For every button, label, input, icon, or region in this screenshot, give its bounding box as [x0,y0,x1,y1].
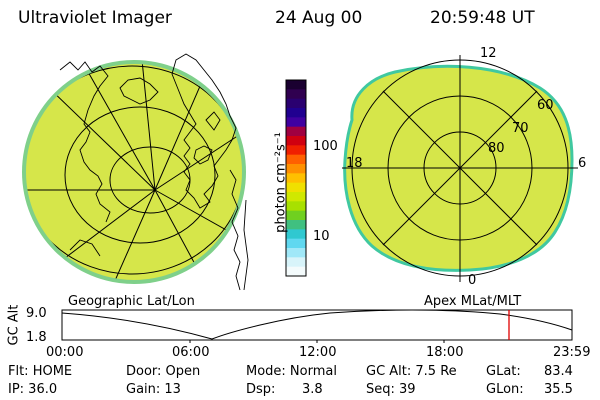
instrument-title: Ultraviolet Imager [18,8,172,28]
geographic-caption: Geographic Lat/Lon [68,294,195,309]
colorbar-segment [286,182,306,193]
magnetic-image [342,55,578,282]
time-tick-2359: 23:59 [553,345,591,360]
glon-value: 35.5 [544,382,573,397]
dsp-label: Dsp: [246,382,276,397]
time-tick-0000: 00:00 [46,345,84,360]
colorbar-tick-10: 10 [313,229,330,244]
altitude-axis-label: GC Alt [6,304,22,346]
gc-altitude-status: GC Alt: 7.5 Re [366,364,457,379]
colorbar-segment [286,154,306,165]
colorbar-segment [286,201,306,212]
mode-status: Mode: Normal [246,364,337,379]
ip-status: IP: 36.0 [8,382,58,397]
mlt-label-dawn: 6 [578,156,587,171]
colorbar [286,80,306,277]
geographic-image [22,53,249,291]
time-label: 20:59:48 UT [430,8,535,28]
glat-label: GLat: [486,364,521,379]
timeline-ticks [189,340,445,343]
colorbar-segment [286,117,306,128]
colorbar-segment [286,136,306,146]
colorbar-segment [286,220,306,230]
colorbar-segment [286,248,306,258]
mlt-label-noon: 12 [480,46,497,61]
mlt-grid [342,55,578,282]
altitude-curve [61,309,573,340]
colorbar-segment [286,266,306,277]
mlat-label-60: 60 [537,98,554,113]
mlat-label-80: 80 [488,141,505,156]
colorbar-segment [286,173,306,184]
colorbar-segment [286,257,306,268]
colorbar-segment [286,229,306,240]
colorbar-segment [286,145,306,156]
date-label: 24 Aug 00 [275,8,363,28]
colorbar-segment [286,98,306,109]
colorbar-segment [286,126,306,137]
colorbar-segment [286,164,306,174]
colorbar-segment [286,192,306,202]
altitude-max: 9.0 [26,306,47,321]
magnetic-caption: Apex MLat/MLT [424,294,522,309]
glon-label: GLon: [486,382,524,397]
colorbar-unit: photon cm⁻²s⁻¹ [273,132,289,233]
mlt-label-dusk: 18 [346,156,363,171]
altitude-min: 1.8 [26,330,47,345]
mlat-label-70: 70 [512,121,529,136]
door-status: Door: Open [126,364,201,379]
time-tick-1800: 18:00 [426,345,464,360]
colorbar-segment [286,108,306,118]
time-tick-1200: 12:00 [299,345,337,360]
colorbar-segment [286,80,306,90]
time-tick-0600: 06:00 [172,345,210,360]
glat-value: 83.4 [544,364,573,379]
colorbar-segment [286,210,306,221]
colorbar-frame [285,79,307,277]
gain-status: Gain: 13 [126,382,181,397]
dsp-value: 3.8 [302,382,323,397]
mlt-label-midnight: 0 [468,273,477,288]
colorbar-segment [286,238,306,249]
colorbar-segment [286,89,306,100]
flight-status: Flt: HOME [8,364,73,379]
colorbar-tick-100: 100 [313,139,338,154]
sequence-status: Seq: 39 [366,382,416,397]
coastline [59,53,249,291]
